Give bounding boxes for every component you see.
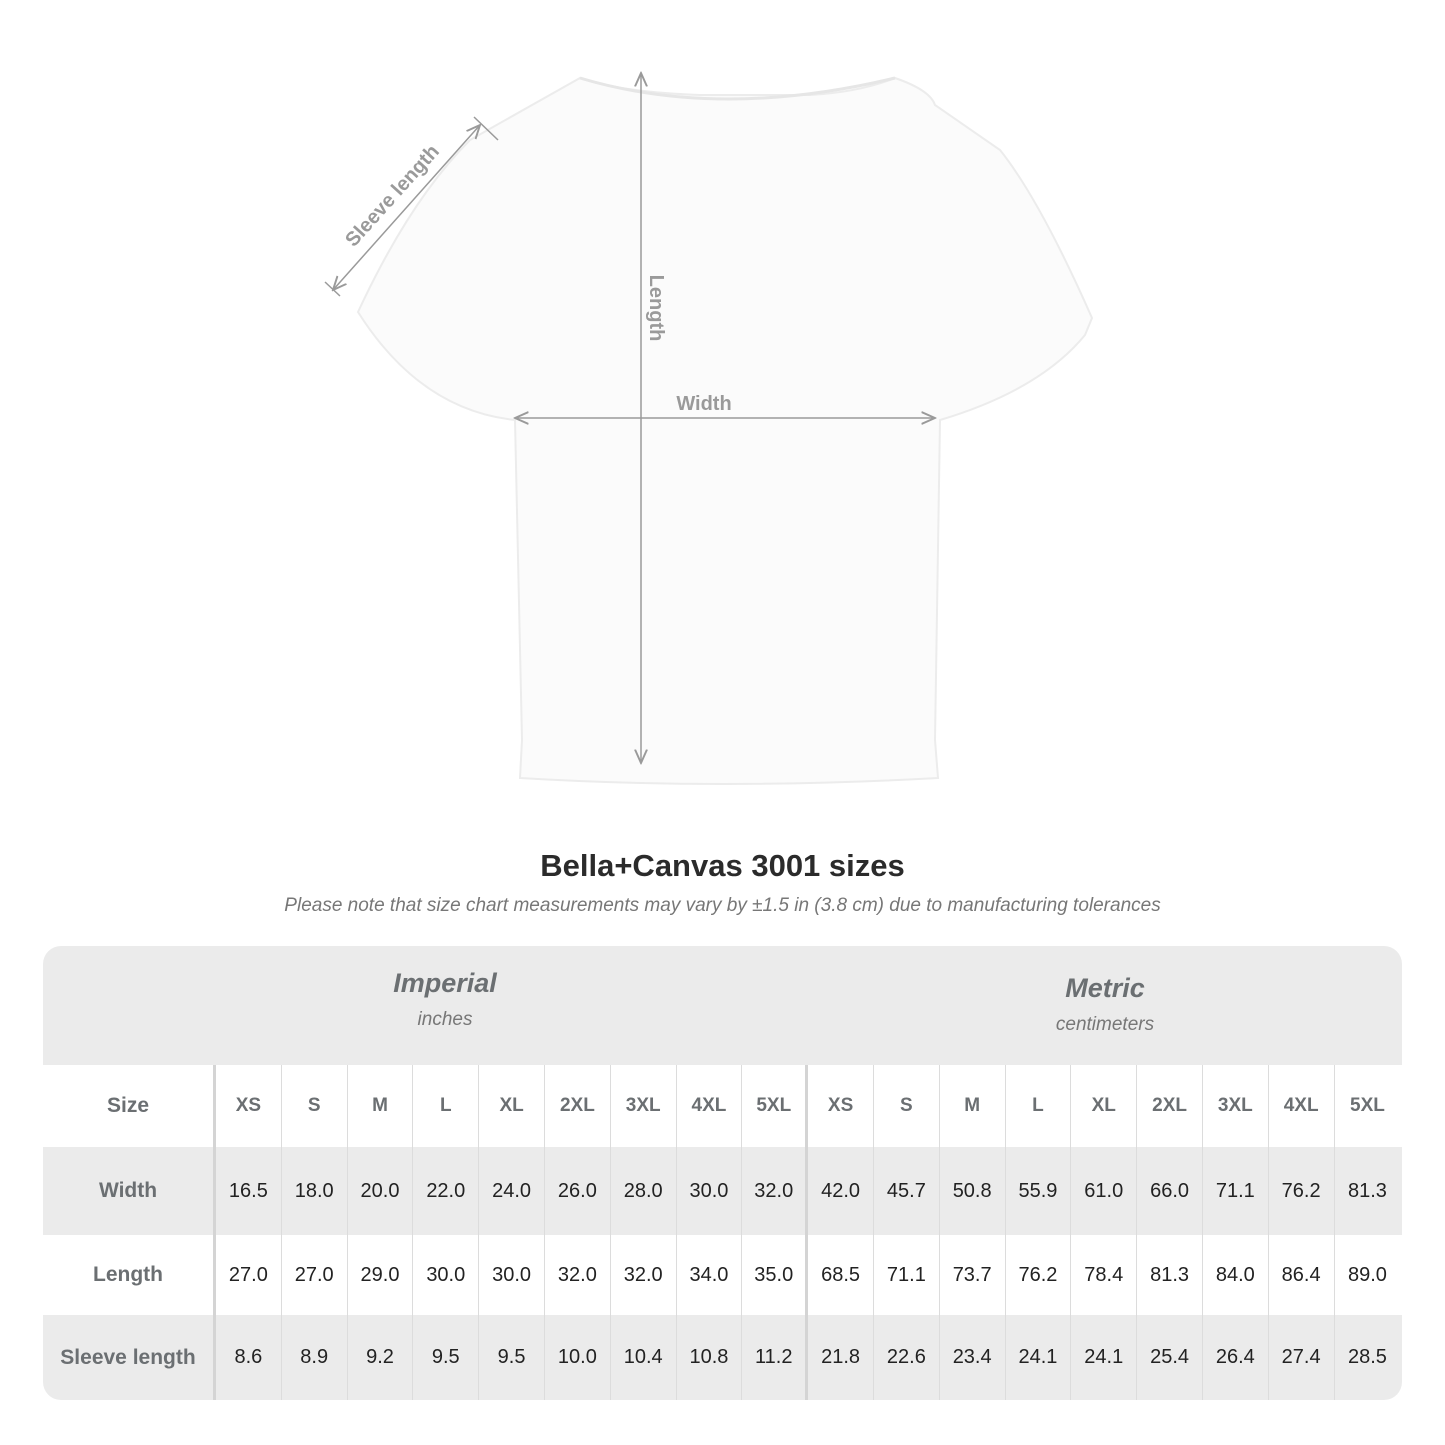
imperial-value-cell: 27.0 (282, 1235, 348, 1315)
imperial-value-cell: 11.2 (742, 1315, 809, 1400)
metric-value-cell: 76.2 (1269, 1147, 1335, 1235)
imperial-value-cell: 9.2 (348, 1315, 414, 1400)
size-header-cell: M (348, 1065, 414, 1147)
chart-title: Bella+Canvas 3001 sizes (540, 848, 905, 883)
width-label: Width (676, 393, 731, 415)
size-header-cell: 2XL (1137, 1065, 1203, 1147)
imperial-value-cell: 30.0 (479, 1235, 545, 1315)
size-header-cell: 2XL (545, 1065, 611, 1147)
imperial-title: Imperial (393, 968, 497, 998)
metric-value-cell: 76.2 (1006, 1235, 1072, 1315)
size-header-cell: XL (1071, 1065, 1138, 1147)
row-label: Size (43, 1065, 216, 1147)
metric-value-cell: 73.7 (940, 1235, 1006, 1315)
imperial-value-cell: 26.0 (545, 1147, 611, 1235)
imperial-value-cell: 10.0 (545, 1315, 611, 1400)
metric-value-cell: 26.4 (1203, 1315, 1269, 1400)
length-label: Length (645, 275, 667, 342)
metric-value-cell: 21.8 (808, 1315, 874, 1400)
size-header-cell: 4XL (1269, 1065, 1335, 1147)
imperial-value-cell: 30.0 (413, 1235, 480, 1315)
imperial-value-cell: 32.0 (611, 1235, 677, 1315)
metric-value-cell: 71.1 (1203, 1147, 1269, 1235)
metric-value-cell: 84.0 (1203, 1235, 1269, 1315)
size-header-cell: 5XL (742, 1065, 809, 1147)
metric-value-cell: 66.0 (1137, 1147, 1203, 1235)
metric-header: Metric centimeters (808, 973, 1402, 1036)
imperial-value-cell: 18.0 (282, 1147, 348, 1235)
imperial-value-cell: 29.0 (348, 1235, 414, 1315)
metric-value-cell: 68.5 (808, 1235, 874, 1315)
size-header-cell: L (413, 1065, 480, 1147)
imperial-value-cell: 20.0 (348, 1147, 414, 1235)
imperial-value-cell: 8.9 (282, 1315, 348, 1400)
metric-value-cell: 24.1 (1006, 1315, 1072, 1400)
imperial-unit: inches (417, 1009, 473, 1030)
imperial-value-cell: 10.4 (611, 1315, 677, 1400)
tshirt-diagram: Width Length Sleeve length (324, 0, 1094, 785)
size-header-row: Size XS S M L XL 2XL 3XL 4XL 5XL XS S M L XL 2XL 3XL 4XL 5… (43, 1065, 1402, 1147)
size-table: Imperial inches Metric centimeters Size X… (43, 946, 1402, 1400)
size-header-cell: S (874, 1065, 940, 1147)
metric-value-cell: 45.7 (874, 1147, 940, 1235)
tshirt-shape (356, 76, 1094, 785)
size-header-cell: L (1006, 1065, 1072, 1147)
metric-value-cell: 50.8 (940, 1147, 1006, 1235)
metric-value-cell: 23.4 (940, 1315, 1006, 1400)
size-header-cell: XL (479, 1065, 545, 1147)
imperial-value-cell: 24.0 (479, 1147, 545, 1235)
table-row: Width 16.5 18.0 20.0 22.0 24.0 26.0 28.0 30.0 32.… (43, 1147, 1402, 1235)
metric-title: Metric (1065, 973, 1145, 1003)
metric-value-cell: 71.1 (874, 1235, 940, 1315)
unit-header-band (43, 946, 1402, 1065)
metric-value-cell: 81.3 (1137, 1235, 1203, 1315)
imperial-value-cell: 9.5 (479, 1315, 545, 1400)
size-header-cell: M (940, 1065, 1006, 1147)
table-row: Sleeve length 8.6 8.9 9.2 9.5 9.5 10.0 10.4 10.8… (43, 1315, 1402, 1400)
metric-value-cell: 24.1 (1071, 1315, 1138, 1400)
metric-value-cell: 86.4 (1269, 1235, 1335, 1315)
imperial-value-cell: 32.0 (742, 1147, 809, 1235)
imperial-value-cell: 10.8 (677, 1315, 743, 1400)
size-header-cell: 4XL (677, 1065, 743, 1147)
imperial-value-cell: 16.5 (216, 1147, 282, 1235)
row-label: Sleeve length (43, 1315, 216, 1400)
imperial-value-cell: 9.5 (413, 1315, 480, 1400)
imperial-value-cell: 27.0 (216, 1235, 282, 1315)
size-header-cell: XS (216, 1065, 282, 1147)
size-header-cell: 3XL (611, 1065, 677, 1147)
metric-value-cell: 78.4 (1071, 1235, 1138, 1315)
imperial-header: Imperial inches (216, 968, 674, 1031)
imperial-value-cell: 30.0 (677, 1147, 743, 1235)
size-header-cell: S (282, 1065, 348, 1147)
row-label: Length (43, 1235, 216, 1315)
table-row: Length 27.0 27.0 29.0 30.0 30.0 32.0 32.0 34.0 35… (43, 1235, 1402, 1315)
metric-value-cell: 25.4 (1137, 1315, 1203, 1400)
metric-value-cell: 81.3 (1347, 1179, 1387, 1202)
imperial-value-cell: 28.0 (611, 1147, 677, 1235)
metric-value-cell: 89.0 (1347, 1263, 1387, 1286)
size-header-cell: 3XL (1203, 1065, 1269, 1147)
imperial-value-cell: 34.0 (677, 1235, 743, 1315)
metric-value-cell: 27.4 (1269, 1315, 1335, 1400)
size-header-cell: 5XL (1350, 1095, 1385, 1116)
sleeve-arrow (333, 125, 480, 290)
metric-value-cell: 22.6 (874, 1315, 940, 1400)
imperial-value-cell: 32.0 (545, 1235, 611, 1315)
metric-value-cell: 55.9 (1006, 1147, 1072, 1235)
row-label: Width (43, 1147, 216, 1235)
size-header-cell: XS (808, 1065, 874, 1147)
metric-unit: centimeters (1055, 1014, 1155, 1035)
metric-value-cell: 61.0 (1071, 1147, 1138, 1235)
chart-subtitle: Please note that size chart measurements… (284, 895, 1161, 916)
metric-value-cell: 28.5 (1347, 1346, 1387, 1368)
imperial-value-cell: 22.0 (413, 1147, 480, 1235)
imperial-value-cell: 8.6 (216, 1315, 282, 1400)
imperial-value-cell: 35.0 (742, 1235, 809, 1315)
metric-value-cell: 42.0 (808, 1147, 874, 1235)
